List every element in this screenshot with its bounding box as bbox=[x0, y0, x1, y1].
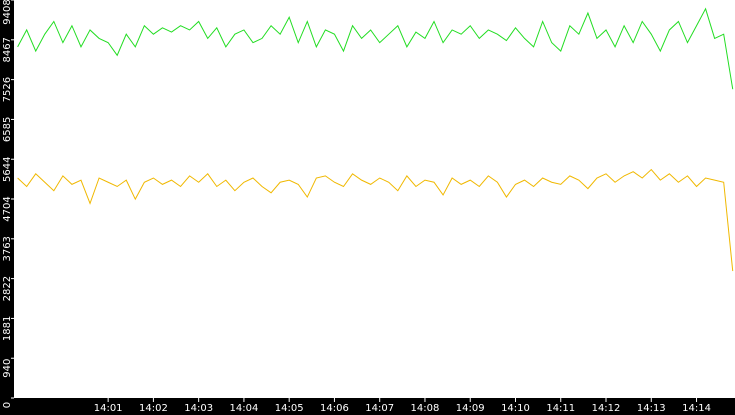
y-tick-label: 2822 bbox=[2, 276, 13, 301]
y-tick-label: 7526 bbox=[2, 77, 13, 102]
y-tick-label: 1881 bbox=[2, 316, 13, 341]
x-tick-label: 14:09 bbox=[456, 403, 485, 414]
y-tick-label: 5644 bbox=[2, 157, 13, 182]
y-tick-label: 9408 bbox=[2, 0, 13, 25]
y-tick-label: 4704 bbox=[2, 196, 13, 221]
x-tick-label: 14:08 bbox=[411, 403, 440, 414]
x-tick-label: 14:02 bbox=[139, 403, 168, 414]
x-tick-label: 14:12 bbox=[592, 403, 621, 414]
y-tick-label: 3763 bbox=[2, 236, 13, 261]
series-line bbox=[17, 168, 734, 272]
x-tick-label: 14:03 bbox=[184, 403, 213, 414]
y-tick-label: 940 bbox=[2, 359, 13, 378]
series-line bbox=[17, 7, 734, 90]
x-tick-label: 14:13 bbox=[637, 403, 666, 414]
x-tick-label: 14:05 bbox=[275, 403, 304, 414]
x-tick-label: 14:01 bbox=[94, 403, 123, 414]
y-tick-label: 8467 bbox=[2, 37, 13, 62]
x-tick-label: 14:10 bbox=[501, 403, 530, 414]
y-tick-label: 0 bbox=[2, 402, 13, 408]
x-tick-label: 14:07 bbox=[365, 403, 394, 414]
x-tick-label: 14:11 bbox=[546, 403, 575, 414]
x-axis-band bbox=[0, 398, 735, 415]
x-tick-label: 14:04 bbox=[230, 403, 259, 414]
x-tick-label: 14:14 bbox=[682, 403, 711, 414]
y-tick-label: 6585 bbox=[2, 117, 13, 142]
y-axis-band bbox=[0, 0, 14, 415]
x-tick-label: 14:06 bbox=[320, 403, 349, 414]
